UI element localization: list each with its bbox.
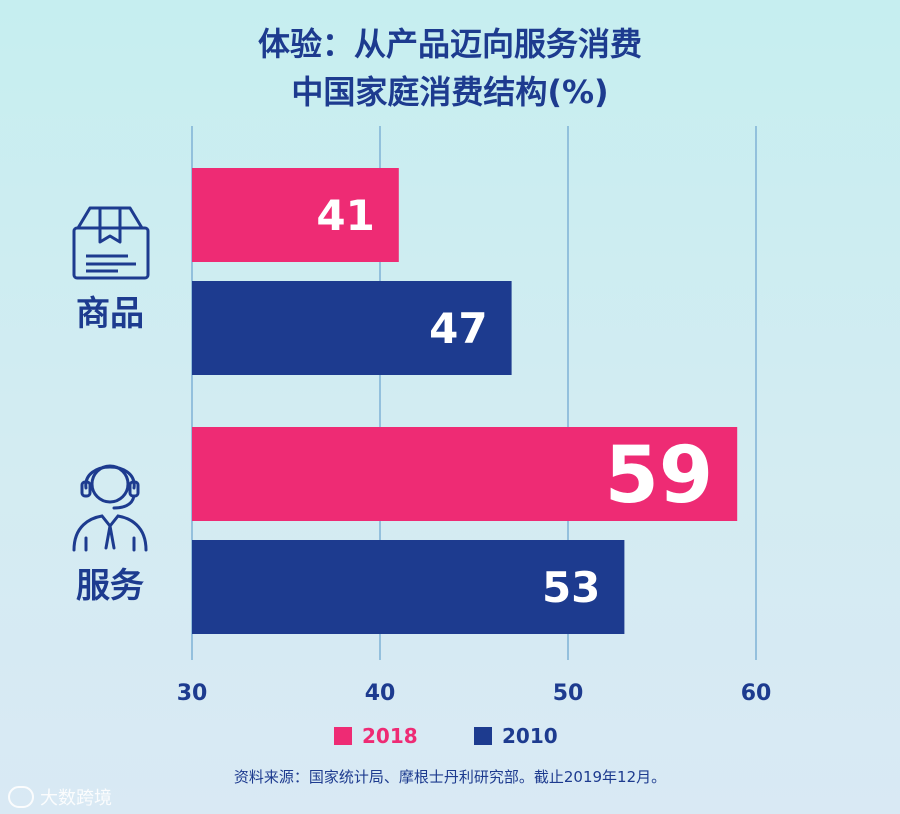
x-axis-ticks: 30 40 50 60 bbox=[177, 681, 772, 706]
watermark-text: 大数跨境 bbox=[40, 788, 112, 809]
legend-swatch-2018 bbox=[334, 727, 352, 745]
legend-item-2018: 2018 bbox=[334, 724, 418, 748]
x-tick-label-50: 50 bbox=[553, 681, 584, 706]
legend-swatch-2010 bbox=[474, 727, 492, 745]
x-tick-label-60: 60 bbox=[741, 681, 772, 706]
customer-service-headset-icon bbox=[72, 464, 148, 552]
data-label-2018-1: 59 bbox=[605, 431, 714, 521]
category-label-goods: 商品 bbox=[76, 294, 144, 334]
data-label-2010-0: 47 bbox=[429, 304, 487, 353]
legend-label-2018: 2018 bbox=[362, 724, 418, 748]
x-tick-label-40: 40 bbox=[365, 681, 396, 706]
watermark: 大数跨境 bbox=[8, 784, 112, 810]
legend-label-2010: 2010 bbox=[502, 724, 558, 748]
package-box-icon bbox=[72, 206, 150, 280]
data-label-2018-0: 41 bbox=[316, 191, 374, 240]
legend-item-2010: 2010 bbox=[474, 724, 558, 748]
bar-2018-1 bbox=[192, 427, 738, 521]
chart-title-line-2: 中国家庭消费结构(%) bbox=[291, 73, 609, 111]
source-note: 资料来源：国家统计局、摩根士丹利研究部。截止2019年12月。 bbox=[233, 768, 667, 786]
data-label-2010-1: 53 bbox=[542, 563, 600, 612]
bar-2010-0 bbox=[192, 281, 512, 375]
watermark-logo-icon bbox=[8, 786, 34, 808]
x-tick-label-30: 30 bbox=[177, 681, 208, 706]
bar-2010-1 bbox=[192, 540, 625, 634]
chart-title-line-1: 体验：从产品迈向服务消费 bbox=[257, 25, 642, 63]
category-label-services: 服务 bbox=[76, 566, 144, 606]
bar-2018-0 bbox=[192, 168, 399, 262]
